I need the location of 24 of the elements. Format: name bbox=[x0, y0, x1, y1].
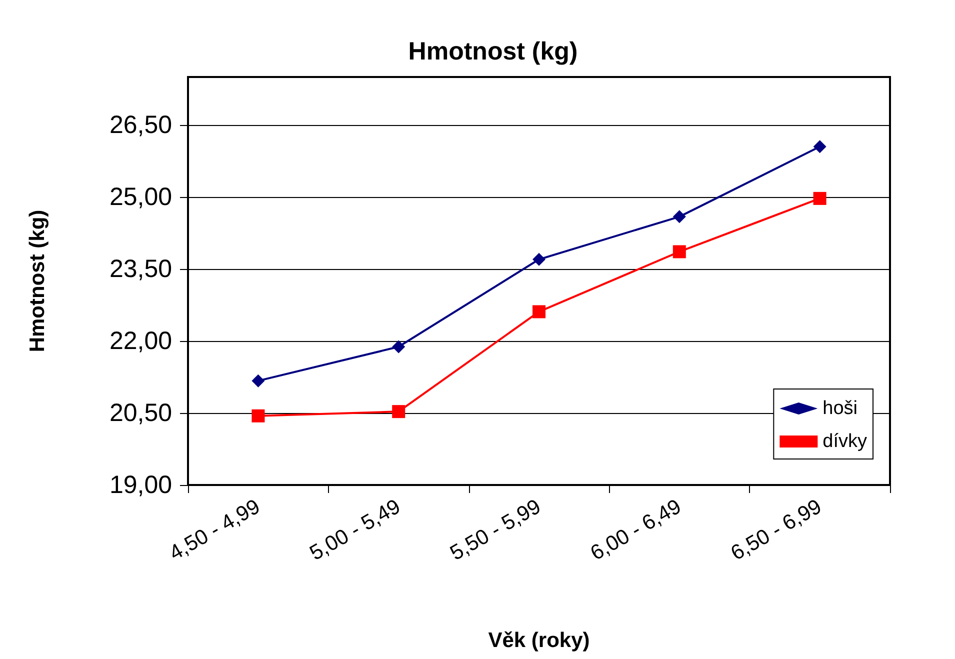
point bbox=[392, 340, 406, 354]
point bbox=[672, 210, 686, 224]
y-tick-label: 20,50 bbox=[109, 399, 172, 427]
point bbox=[672, 245, 686, 258]
x-tick-label: 5,00 - 5,49 bbox=[306, 495, 404, 566]
point bbox=[252, 374, 265, 388]
chart-title: Hmotnost (kg) bbox=[408, 38, 578, 66]
x-tick-label: 6,50 - 6,99 bbox=[727, 495, 826, 566]
x-axis-title: Věk (roky) bbox=[488, 629, 590, 652]
point bbox=[532, 252, 546, 266]
y-axis-title: Hmotnost (kg) bbox=[26, 210, 49, 352]
point bbox=[392, 405, 406, 418]
x-tick-label: 6,00 - 6,49 bbox=[586, 495, 686, 566]
y-tick-label: 25,00 bbox=[109, 183, 172, 211]
point bbox=[252, 409, 265, 422]
point bbox=[813, 140, 826, 154]
point bbox=[813, 192, 826, 205]
y-tick-label: 23,50 bbox=[109, 255, 172, 283]
x-tick-label: 5,50 - 5,99 bbox=[446, 495, 545, 566]
legend-label: hoši bbox=[822, 398, 858, 419]
legend-label: dívky bbox=[822, 431, 868, 452]
y-tick-label: 22,00 bbox=[109, 327, 172, 355]
y-tick-label: 26,50 bbox=[109, 111, 172, 139]
point bbox=[532, 305, 546, 318]
